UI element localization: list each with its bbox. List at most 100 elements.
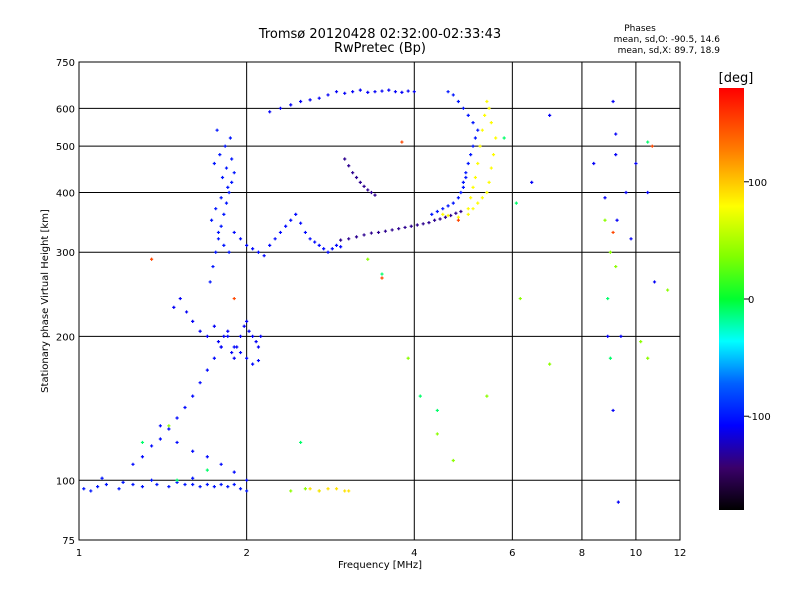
data-point <box>205 334 209 338</box>
data-point <box>592 161 596 166</box>
data-point <box>228 136 232 140</box>
data-point <box>256 250 261 254</box>
data-point <box>629 237 633 241</box>
data-point <box>226 485 230 489</box>
data-point <box>473 136 478 140</box>
data-point <box>326 487 330 491</box>
data-point <box>432 218 437 222</box>
data-point <box>480 128 484 132</box>
data-point <box>232 171 236 175</box>
data-point <box>489 166 493 170</box>
data-point <box>456 215 460 219</box>
data-point <box>347 237 351 241</box>
data-point <box>100 476 104 480</box>
data-point <box>611 230 615 235</box>
data-point <box>198 329 202 333</box>
data-point <box>483 113 487 117</box>
data-point <box>366 188 370 192</box>
data-point <box>209 218 214 222</box>
data-point <box>369 190 373 195</box>
data-point <box>646 356 650 360</box>
data-point <box>380 276 384 280</box>
data-point <box>334 487 339 491</box>
data-point <box>191 476 195 480</box>
data-point <box>464 175 468 180</box>
data-point <box>140 485 145 489</box>
data-point <box>435 432 439 436</box>
data-point <box>245 478 249 482</box>
data-point <box>254 340 258 344</box>
data-point <box>347 164 351 168</box>
x-tick-label: 2 <box>243 548 249 559</box>
data-point <box>251 334 255 338</box>
data-point <box>317 96 321 100</box>
data-point <box>294 212 298 216</box>
data-point <box>222 212 226 216</box>
data-point <box>373 193 377 197</box>
y-axis-label: Stationary phase Virtual Height [km] <box>40 209 51 393</box>
data-point <box>491 153 496 157</box>
data-point <box>278 106 283 110</box>
phases-line-o: mean, sd,O: -90.5, 14.6 <box>614 35 721 45</box>
data-point <box>289 103 293 107</box>
data-point <box>461 185 465 189</box>
data-point <box>464 171 468 175</box>
data-point <box>366 257 370 261</box>
data-point <box>435 408 439 413</box>
data-point <box>198 485 202 489</box>
data-point <box>376 230 381 235</box>
data-point <box>387 88 391 92</box>
data-point <box>466 207 470 211</box>
data-point <box>362 184 366 188</box>
y-tick-label: 200 <box>56 332 75 343</box>
data-point <box>438 217 442 221</box>
data-point <box>218 153 222 157</box>
data-point <box>339 238 343 242</box>
data-point <box>216 237 221 241</box>
data-point <box>212 324 216 328</box>
data-point <box>343 489 347 493</box>
data-point <box>219 345 223 349</box>
data-point <box>273 237 277 241</box>
data-point <box>175 416 179 420</box>
data-point <box>226 334 230 338</box>
data-point <box>334 243 339 248</box>
data-point <box>446 90 450 94</box>
data-point <box>614 153 618 157</box>
data-point <box>183 405 187 410</box>
data-point <box>354 235 359 239</box>
data-point <box>608 356 613 360</box>
data-point <box>215 128 219 132</box>
data-point <box>299 440 303 445</box>
data-point <box>245 356 249 360</box>
data-point <box>412 90 416 94</box>
data-point <box>117 487 121 491</box>
data-point <box>89 489 93 493</box>
data-point <box>317 489 321 493</box>
data-point <box>222 334 226 338</box>
data-point <box>191 449 195 453</box>
data-point <box>167 427 171 431</box>
data-point <box>158 437 162 441</box>
data-point <box>245 319 249 323</box>
data-point <box>214 250 218 254</box>
data-point <box>308 487 312 491</box>
data-point <box>198 381 202 385</box>
data-point <box>665 288 670 292</box>
data-point <box>278 230 283 235</box>
data-point <box>446 213 450 218</box>
data-point <box>245 489 249 493</box>
data-point <box>485 190 489 195</box>
data-point <box>149 478 154 482</box>
data-point <box>471 144 475 148</box>
data-point <box>232 296 236 301</box>
data-point <box>430 212 434 216</box>
data-point <box>489 121 493 125</box>
colorbar-tick-label: -100 <box>748 412 771 423</box>
data-point <box>227 250 231 254</box>
data-point <box>167 424 171 428</box>
data-point <box>230 350 234 355</box>
data-point <box>614 132 618 136</box>
data-point <box>205 455 209 459</box>
